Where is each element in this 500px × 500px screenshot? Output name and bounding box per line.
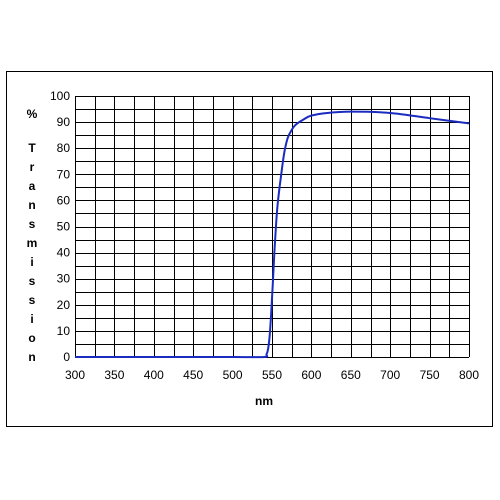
y-axis-label-letter: s [29,293,36,307]
y-tick-label: 30 [57,272,71,286]
chart-frame: 300 350 400 450 500 550 600 650 700 750 800 0 10 20 30… [6,71,493,427]
y-axis-label-letter: a [29,179,36,193]
y-tick-label: 100 [50,89,70,103]
y-tick-label: 90 [57,115,71,129]
y-tick-label: 0 [63,350,70,364]
x-axis-label: nm [255,394,273,408]
y-axis-label-letter: s [29,217,36,231]
x-tick-label: 550 [262,368,282,382]
x-tick-label: 650 [341,368,361,382]
y-tick-label: 60 [57,193,71,207]
grid [75,96,470,358]
series-line [75,110,470,359]
x-tick-label: 450 [183,368,203,382]
y-axis-label-letter: s [29,274,36,288]
y-tick-label: 10 [57,324,71,338]
y-axis-label-letter: r [30,160,35,174]
x-tick-label: 500 [223,368,243,382]
tick-labels: 300 350 400 450 500 550 600 650 700 750 800 0 10 20 30… [50,89,479,382]
y-axis-unit: % [27,107,38,121]
y-tick-label: 70 [57,167,71,181]
x-tick-label: 600 [301,368,321,382]
y-axis-label-letter: n [28,198,35,212]
y-axis-label-letter: n [28,350,35,364]
series [75,110,470,359]
x-tick-label: 350 [104,368,124,382]
x-tick-label: 700 [380,368,400,382]
y-axis-label-letter: i [30,312,33,326]
y-tick-label: 20 [57,298,71,312]
chart: 300 350 400 450 500 550 600 650 700 750 800 0 10 20 30… [27,89,480,408]
y-tick-label: 50 [57,220,71,234]
y-axis-label-letter: o [28,331,35,345]
y-tick-label: 80 [57,141,71,155]
y-axis-label-letter: i [30,255,33,269]
y-axis-label-letter: m [27,236,38,250]
x-tick-label: 400 [144,368,164,382]
y-axis-label-letter: T [28,141,36,155]
x-tick-label: 300 [65,368,85,382]
y-tick-label: 40 [57,246,71,260]
x-tick-label: 750 [420,368,440,382]
x-tick-label: 800 [459,368,479,382]
